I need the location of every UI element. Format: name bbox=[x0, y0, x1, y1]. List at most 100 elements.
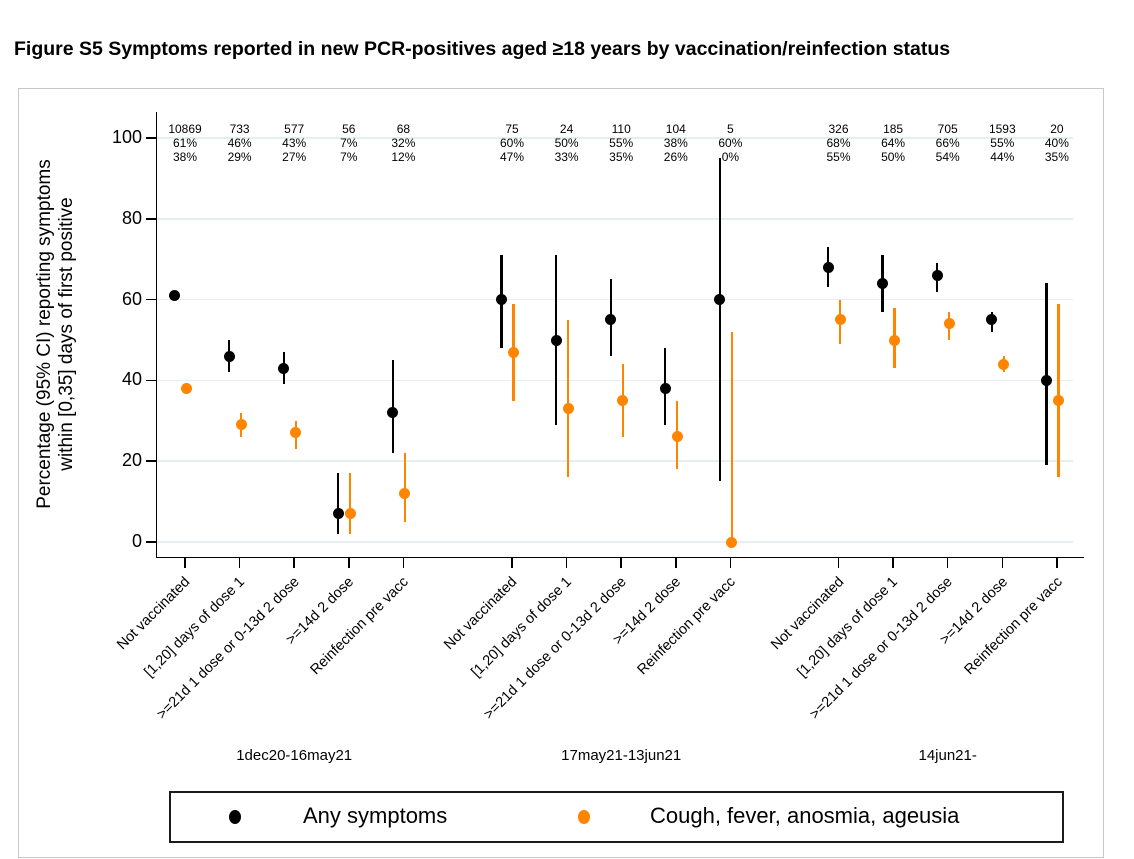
annotation-cough-pct: 12% bbox=[391, 150, 416, 164]
ci-bar-any bbox=[718, 158, 722, 482]
data-point-cough bbox=[399, 488, 411, 500]
x-axis-line bbox=[155, 556, 1084, 558]
x-tick-mark bbox=[238, 557, 241, 568]
y-axis-label-line2: within [0,35] days of first positive bbox=[56, 197, 77, 471]
y-tick-label: 0 bbox=[131, 531, 142, 551]
legend-label-cough-fever: Cough, fever, anosmia, ageusia bbox=[650, 803, 960, 828]
count-annotation: 185 64% 50% bbox=[848, 122, 938, 164]
annotation-any-pct: 50% bbox=[554, 136, 579, 150]
count-annotation: 24 50% 33% bbox=[522, 122, 612, 164]
annotation-n: 68 bbox=[396, 122, 411, 136]
data-point-cough bbox=[617, 395, 629, 407]
count-annotation: 10869 61% 38% bbox=[140, 122, 230, 164]
annotation-n: 24 bbox=[559, 122, 574, 136]
annotation-any-pct: 32% bbox=[391, 136, 416, 150]
data-point-any bbox=[550, 334, 562, 346]
count-annotation: 68 32% 12% bbox=[358, 122, 448, 164]
y-tick-mark bbox=[146, 298, 157, 301]
ci-bar-any bbox=[337, 473, 340, 534]
y-tick-mark bbox=[146, 218, 157, 220]
count-annotation: 577 43% 27% bbox=[249, 122, 339, 164]
data-point-any bbox=[605, 314, 617, 326]
annotation-cough-pct: 38% bbox=[172, 150, 198, 164]
data-point-cough bbox=[1052, 395, 1064, 407]
data-point-any bbox=[822, 261, 834, 273]
x-tick-label: Reinfection pre vacc bbox=[634, 574, 739, 679]
annotation-any-pct: 38% bbox=[663, 136, 688, 150]
x-tick-label: Reinfection pre vacc bbox=[961, 574, 1066, 679]
legend: Any symptoms Cough, fever, anosmia, ageu… bbox=[169, 791, 1064, 843]
grid-line bbox=[157, 137, 1073, 139]
annotation-any-pct: 7% bbox=[340, 136, 358, 150]
count-annotation: 5 60% 0% bbox=[685, 122, 775, 164]
x-tick-mark bbox=[729, 557, 732, 568]
annotation-n: 733 bbox=[229, 122, 250, 136]
annotation-cough-pct: 54% bbox=[935, 150, 960, 164]
annotation-n: 1593 bbox=[988, 122, 1016, 136]
y-tick-label: 40 bbox=[121, 369, 142, 390]
x-tick-mark bbox=[892, 557, 894, 568]
count-annotation: 104 38% 26% bbox=[631, 122, 721, 164]
ci-bar-any bbox=[1045, 283, 1048, 466]
data-point-cough bbox=[290, 427, 302, 439]
annotation-any-pct: 55% bbox=[609, 136, 634, 150]
x-tick-label: Reinfection pre vacc bbox=[307, 574, 412, 679]
grid-line bbox=[157, 541, 1073, 543]
annotation-cough-pct: 27% bbox=[282, 150, 307, 164]
count-annotation: 705 66% 54% bbox=[903, 122, 993, 164]
y-axis-line bbox=[155, 112, 157, 557]
legend-label-any-symptoms: Any symptoms bbox=[303, 803, 448, 828]
y-tick-label: 60 bbox=[121, 288, 142, 309]
x-tick-mark bbox=[675, 557, 677, 568]
annotation-n: 56 bbox=[342, 122, 356, 136]
annotation-n: 104 bbox=[665, 122, 686, 136]
data-point-any bbox=[223, 350, 235, 362]
annotation-any-pct: 43% bbox=[282, 136, 307, 150]
data-point-any bbox=[877, 277, 889, 289]
annotation-cough-pct: 35% bbox=[609, 150, 634, 164]
annotation-cough-pct: 7% bbox=[340, 150, 358, 164]
data-point-any bbox=[332, 508, 344, 520]
annotation-n: 5 bbox=[727, 122, 734, 136]
ci-bar-cough bbox=[403, 453, 407, 522]
data-point-any bbox=[496, 294, 507, 306]
x-tick-mark bbox=[620, 557, 622, 568]
annotation-cough-pct: 29% bbox=[227, 150, 252, 164]
y-tick-mark bbox=[146, 460, 157, 462]
period-label: 1dec20-16may21 bbox=[236, 747, 353, 764]
grid-line bbox=[157, 298, 1073, 301]
x-tick-mark bbox=[511, 557, 513, 568]
grid-line bbox=[157, 379, 1073, 382]
ci-bar-cough bbox=[349, 473, 352, 534]
x-tick-mark bbox=[565, 557, 568, 568]
annotation-n: 75 bbox=[505, 122, 519, 136]
annotation-n: 326 bbox=[828, 122, 849, 136]
annotation-n: 705 bbox=[937, 122, 958, 136]
figure-box bbox=[18, 88, 1104, 858]
annotation-cough-pct: 47% bbox=[499, 150, 525, 164]
data-point-any bbox=[169, 290, 180, 302]
data-point-cough bbox=[943, 318, 955, 330]
annotation-cough-pct: 0% bbox=[721, 150, 740, 164]
period-label: 17may21-13jun21 bbox=[561, 747, 682, 764]
annotation-any-pct: 55% bbox=[990, 136, 1015, 150]
annotation-cough-pct: 55% bbox=[826, 150, 851, 164]
data-point-any bbox=[387, 407, 399, 419]
annotation-cough-pct: 44% bbox=[990, 150, 1015, 164]
annotation-any-pct: 60% bbox=[499, 136, 525, 150]
data-point-cough bbox=[889, 334, 901, 346]
data-point-cough bbox=[508, 346, 519, 358]
ci-bar-cough bbox=[1057, 303, 1060, 478]
x-tick-mark bbox=[1056, 557, 1058, 568]
count-annotation: 733 46% 29% bbox=[195, 122, 285, 164]
y-tick-label: 20 bbox=[121, 450, 142, 471]
annotation-any-pct: 60% bbox=[718, 136, 743, 150]
annotation-n: 185 bbox=[883, 122, 904, 136]
data-point-any bbox=[278, 362, 290, 374]
count-annotation: 1593 55% 44% bbox=[957, 122, 1047, 164]
count-annotation: 20 40% 35% bbox=[1012, 122, 1102, 164]
annotation-n: 577 bbox=[284, 122, 305, 136]
y-tick-mark bbox=[146, 379, 157, 382]
